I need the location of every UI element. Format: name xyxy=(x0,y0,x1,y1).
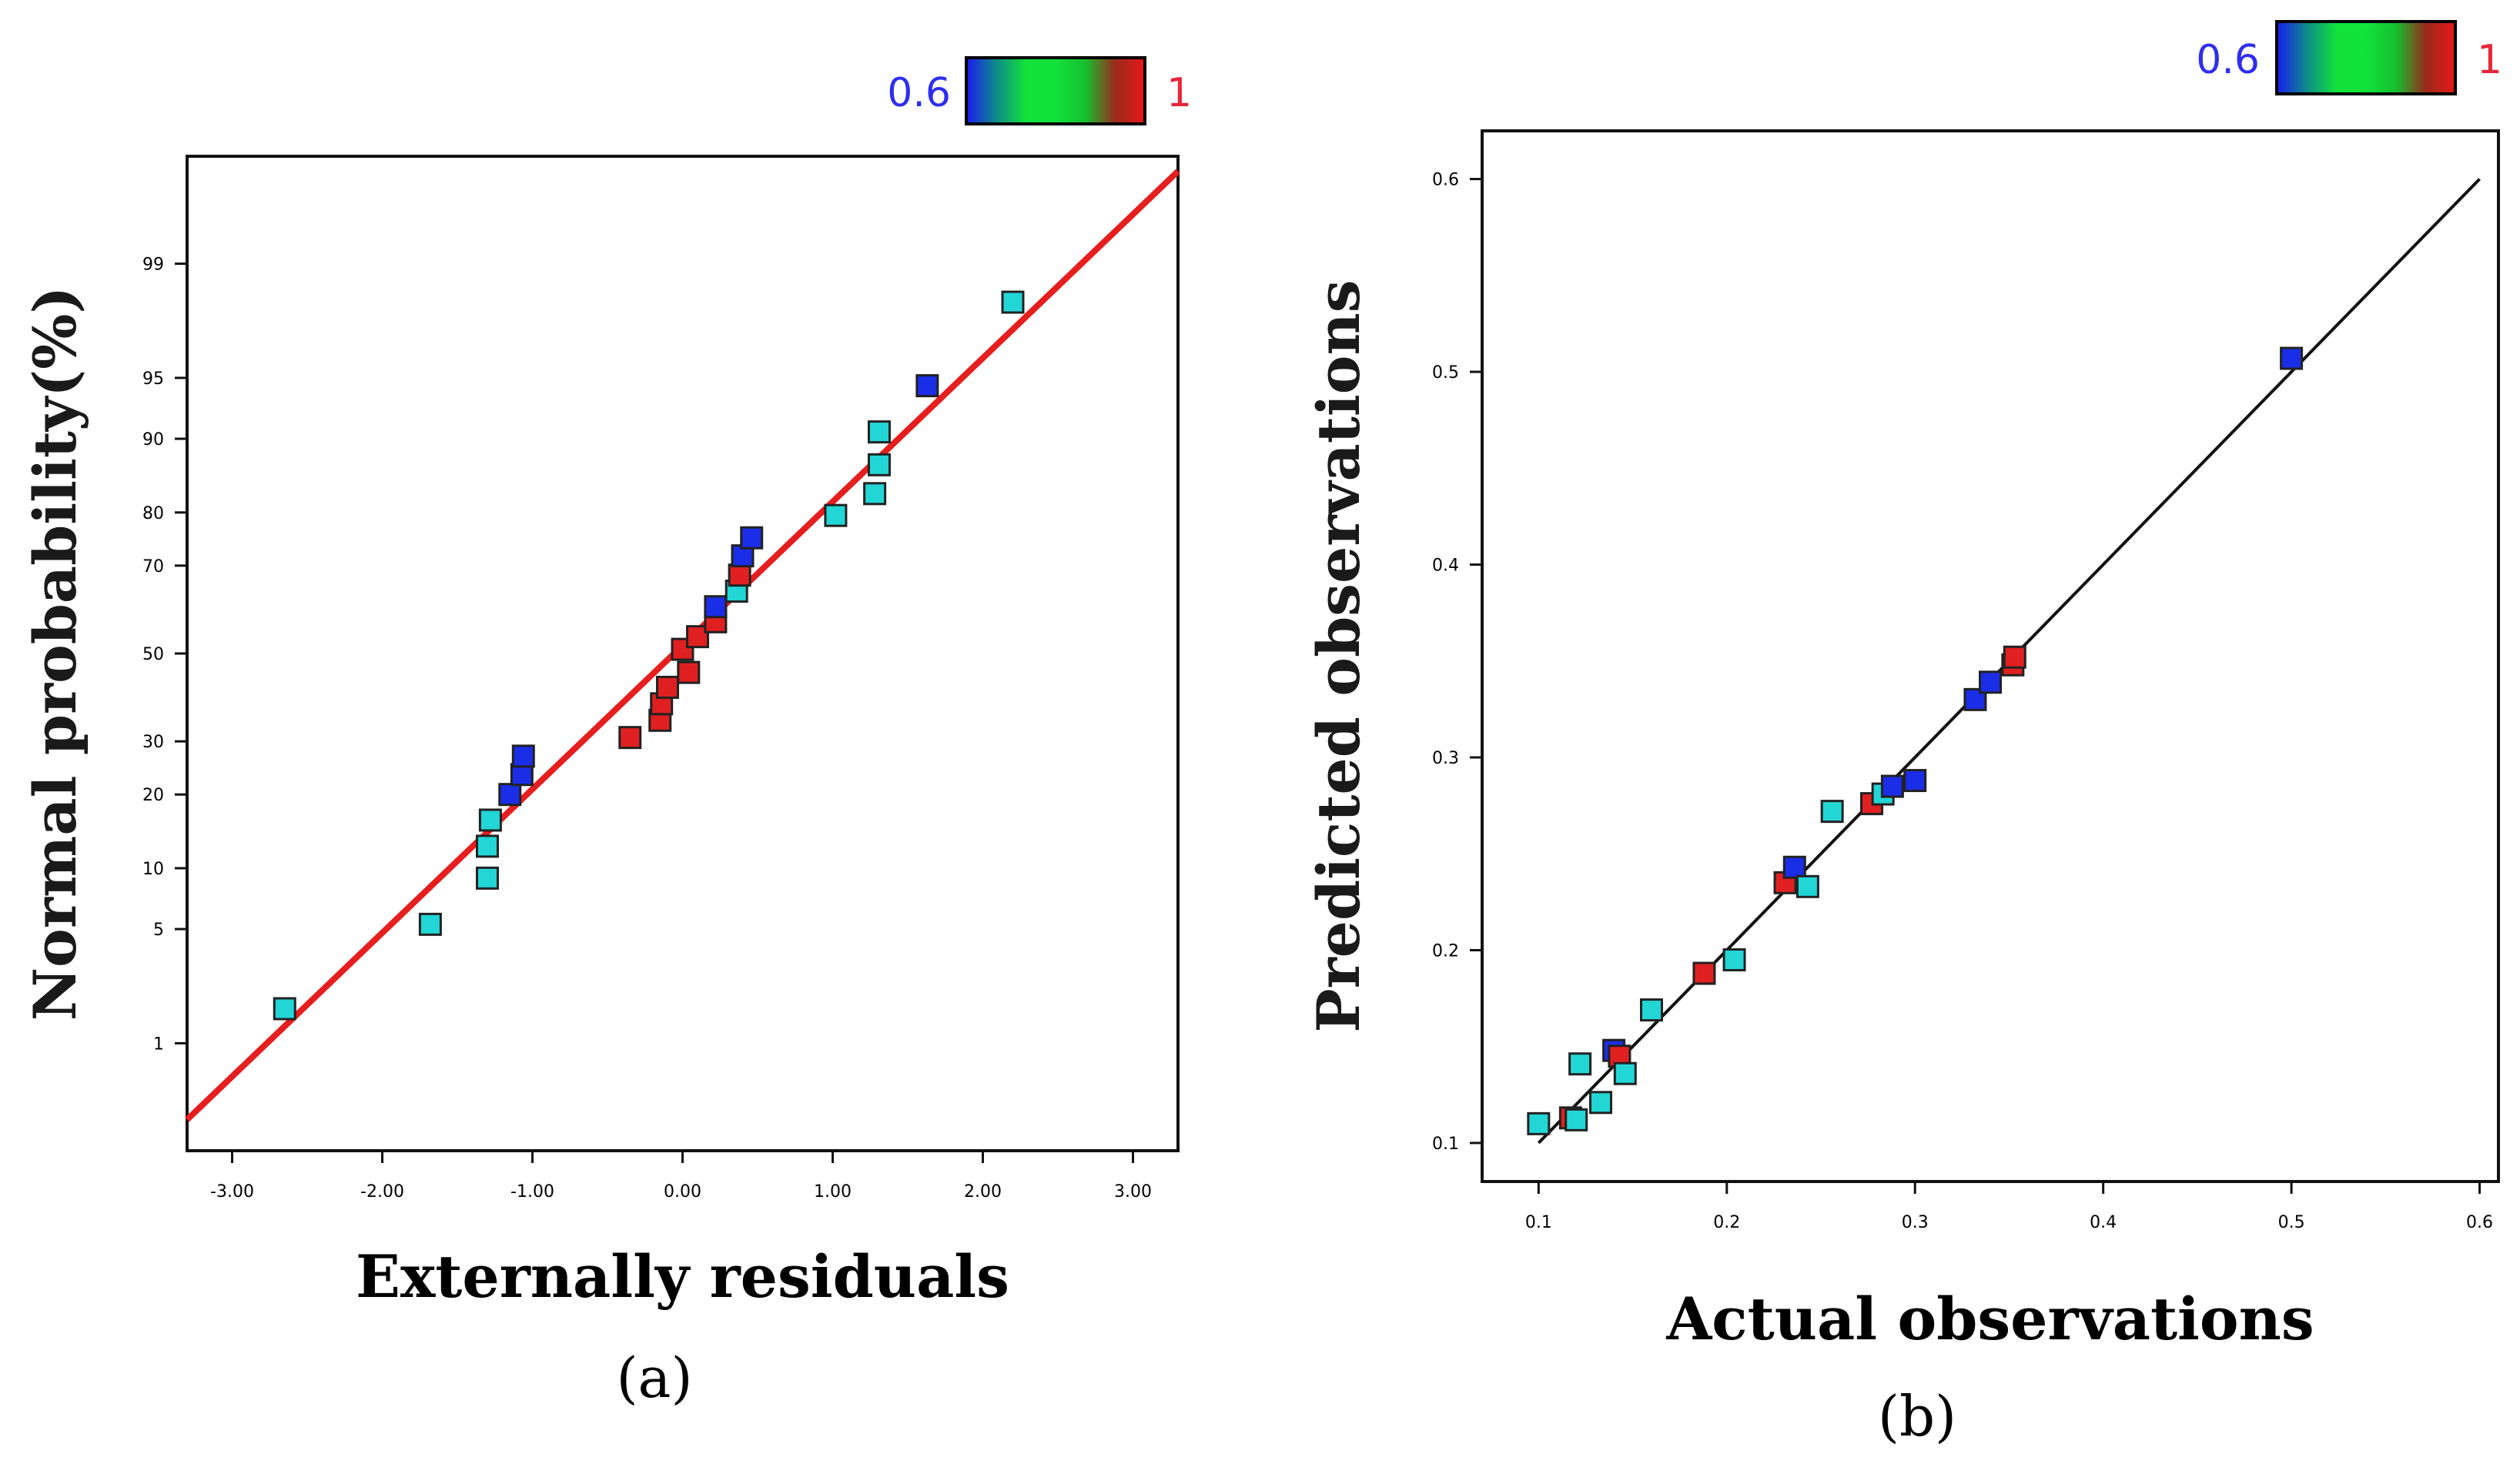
data-point xyxy=(273,997,296,1021)
colorbar-min-label: 0.6 xyxy=(2196,37,2260,83)
data-point xyxy=(1568,1052,1592,1076)
x-tick-label: -2.00 xyxy=(360,1182,404,1202)
x-tick-label: 3.00 xyxy=(1114,1182,1152,1202)
y-tick-label: 50 xyxy=(142,645,164,664)
x-tick-label: 0.1 xyxy=(1525,1213,1552,1232)
colorbar xyxy=(2275,20,2457,95)
data-point xyxy=(1722,948,1746,971)
data-point xyxy=(1795,874,1819,898)
data-point xyxy=(511,744,535,768)
x-tick-label: -3.00 xyxy=(210,1182,254,1202)
colorbar xyxy=(965,56,1146,125)
data-point xyxy=(863,482,887,506)
x-tick-label: 0.6 xyxy=(2466,1213,2493,1232)
data-point xyxy=(867,420,891,444)
x-tick-label: 1.00 xyxy=(814,1182,852,1202)
data-point xyxy=(1565,1108,1588,1131)
data-point xyxy=(1979,670,2002,694)
x-tick-label: -1.00 xyxy=(510,1182,554,1202)
data-point xyxy=(476,834,499,858)
x-tick-label: 0.3 xyxy=(1902,1213,1929,1232)
data-point xyxy=(478,808,502,832)
data-point xyxy=(498,783,522,807)
y-tick-label: 0.1 xyxy=(1432,1135,1459,1154)
data-point xyxy=(1692,961,1716,985)
data-point xyxy=(728,563,751,587)
data-point xyxy=(824,503,848,527)
y-tick-label: 70 xyxy=(142,557,164,577)
y-tick-label: 30 xyxy=(142,733,164,752)
x-tick-label: 2.00 xyxy=(964,1182,1002,1202)
x-tick-label: 0.2 xyxy=(1713,1213,1740,1232)
data-point xyxy=(740,526,764,550)
panel-a: 0.6 1 -3.00 -2.00 -1.00 0.00 1.00 2.00 3.00 1 5 10 2… xyxy=(21,56,1192,1410)
y-tick-label: 95 xyxy=(142,369,164,389)
y-axis-label: Predicted observations xyxy=(1304,279,1373,1032)
y-axis-label: Normal probability(%) xyxy=(21,286,89,1021)
y-tick-label: 0.2 xyxy=(1432,941,1459,961)
y-tick-label: 90 xyxy=(142,430,164,450)
data-point xyxy=(867,453,891,476)
y-tick-label: 0.3 xyxy=(1432,749,1459,768)
data-point xyxy=(2003,645,2026,669)
x-axis-label: Actual observations xyxy=(1665,1285,2314,1353)
colorbar-min-label: 0.6 xyxy=(887,70,951,116)
data-point xyxy=(1640,998,1663,1022)
data-point xyxy=(1001,290,1025,314)
data-point xyxy=(1880,774,1904,798)
data-point xyxy=(656,675,679,699)
y-tick-label: 1 xyxy=(153,1034,164,1054)
data-point xyxy=(2280,346,2304,370)
y-tick-label: 0.6 xyxy=(1432,171,1459,190)
plot-frame xyxy=(1481,129,2500,1183)
data-point xyxy=(1903,769,1927,793)
x-tick-label: 0.00 xyxy=(664,1182,701,1202)
data-point xyxy=(1782,855,1806,879)
y-tick-label: 5 xyxy=(153,921,164,940)
y-tick-label: 0.4 xyxy=(1432,557,1459,576)
data-point xyxy=(915,374,939,398)
y-tick-label: 20 xyxy=(142,786,164,805)
y-tick-label: 99 xyxy=(142,256,164,275)
data-point xyxy=(704,595,728,619)
x-axis-label: Externally residuals xyxy=(356,1242,1009,1311)
data-point xyxy=(1527,1111,1551,1135)
y-tick-label: 10 xyxy=(142,860,164,879)
colorbar-max-label: 1 xyxy=(2477,37,2502,83)
data-point xyxy=(418,912,442,936)
panel-b: 0.6 1 0.1 0.2 0.3 0.4 0.5 0.6 0.1 0.2 0.3 0.4 0.5 0.6… xyxy=(1304,20,2502,1449)
data-point xyxy=(618,726,642,750)
panel-caption: (b) xyxy=(1878,1384,1956,1449)
data-point xyxy=(1820,800,1844,824)
data-point xyxy=(476,866,499,890)
data-point xyxy=(1589,1091,1612,1115)
colorbar-max-label: 1 xyxy=(1166,70,1192,116)
data-point xyxy=(677,660,701,684)
y-tick-label: 0.5 xyxy=(1432,363,1459,383)
data-points xyxy=(1527,346,2304,1135)
y-tick-label: 80 xyxy=(142,504,164,523)
data-points xyxy=(273,290,1025,1021)
panel-caption: (a) xyxy=(616,1345,692,1410)
x-tick-label: 0.5 xyxy=(2278,1213,2305,1232)
data-point xyxy=(1613,1061,1637,1085)
x-tick-label: 0.4 xyxy=(2090,1213,2117,1232)
